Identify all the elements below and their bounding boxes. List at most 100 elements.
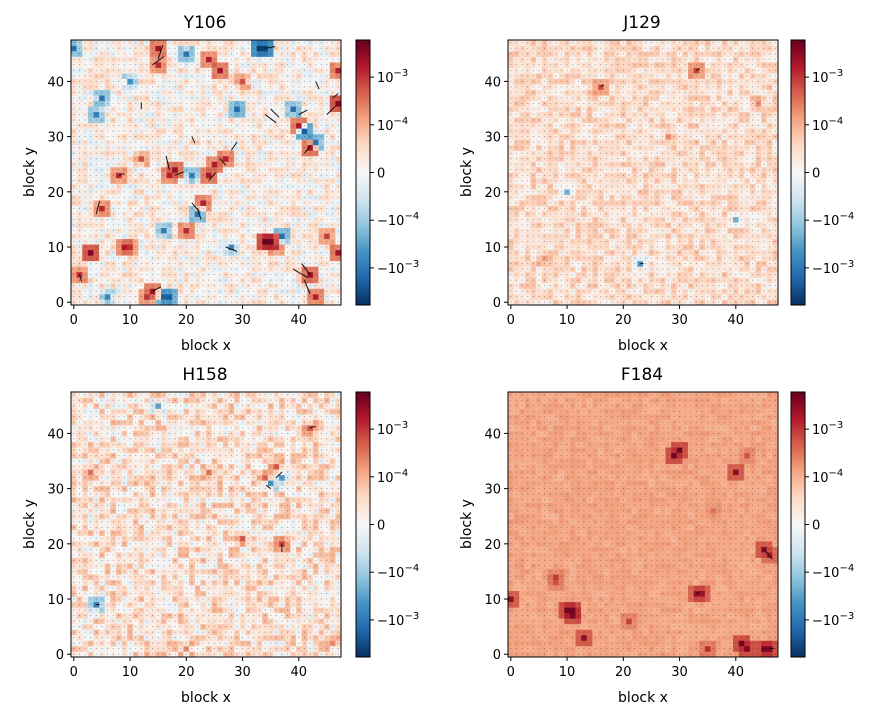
heat-cell [716,183,723,190]
heat-cell [211,122,218,129]
heat-cell [614,222,621,229]
heat-cell [256,73,263,79]
heat-cell [688,299,694,306]
heat-cell [116,189,122,195]
heat-cell [138,111,145,118]
heat-cell [335,260,342,267]
heat-cell [200,205,207,212]
heat-cell [586,227,593,234]
heat-cell [76,277,83,284]
heat-cell [93,128,100,135]
heat-cell [262,117,269,124]
heat-cell [194,95,201,102]
heat-cell [93,89,100,96]
heat-cell [761,183,768,190]
heat-cell [273,183,280,190]
heat-cell [161,95,167,102]
heat-cell [279,139,286,146]
heat-cell [648,238,655,245]
heat-cell [699,238,706,245]
heat-cell [296,227,302,234]
heat-cell [99,40,106,46]
heat-cell [682,244,689,251]
heat-cell [183,128,190,135]
heat-cell [87,100,94,107]
heat-cell [626,189,633,195]
heat-cell [688,227,694,234]
heat-cell [626,260,633,267]
heat-cell [194,282,201,289]
heat-cell [144,282,151,289]
heat-cell [671,227,678,234]
heat-cell [110,299,117,306]
heat-cell [335,51,342,57]
heat-cell [172,299,179,306]
heat-cell [524,282,531,289]
heat-cell [296,139,302,146]
heat-cell [648,189,655,195]
heat-cell [211,178,218,184]
heat-cell [620,293,627,300]
heat-cell [513,194,520,201]
heat-cell [693,189,700,195]
heat-cell [279,205,286,212]
heat-cell [284,172,291,179]
heat-cell [110,155,117,162]
heat-cell [138,161,145,168]
heat-cell [206,78,212,85]
heat-cell [772,249,779,256]
heat-cell [256,244,263,251]
heat-cell [631,205,638,212]
heat-cell [699,288,706,295]
heat-cell [194,172,201,179]
heat-cell [699,249,706,256]
heat-cell [273,260,280,267]
heat-cell [155,139,162,146]
heat-cell [273,78,280,85]
heat-cell [211,233,218,240]
heat-cell [222,144,229,151]
heat-cell [183,277,190,284]
heat-cell [553,205,559,212]
heat-cell [121,89,128,96]
heat-cell [307,150,314,157]
heat-cell [149,106,156,113]
heat-cell [279,238,286,245]
heat-cell [234,45,241,52]
heat-cell [519,178,526,184]
heat-cell [127,299,134,306]
heat-cell [592,299,599,306]
heat-cell [267,139,274,146]
heat-cell [620,249,627,256]
heat-cell [138,133,145,140]
heat-cell [99,172,106,179]
heat-cell [547,249,554,256]
heat-cell [329,89,336,96]
heat-cell [104,150,111,157]
heat-cell [626,222,633,229]
heat-cell [82,216,89,223]
heat-cell [161,117,167,124]
heat-cell [710,233,717,240]
heat-cell [749,227,756,234]
heat-cell [245,211,252,217]
heat-cell [524,233,531,240]
heat-cell [508,282,514,289]
heat-cell [189,299,196,306]
heat-cell [211,73,218,79]
heat-cell [693,282,700,289]
heat-cell [284,84,291,90]
heat-cell [194,40,201,46]
heat-cell [648,200,655,206]
heat-cell [727,299,734,306]
heat-cell [132,277,139,284]
heat-cell [530,277,537,284]
heat-cell [194,260,201,267]
heat-cell [569,249,576,256]
heat-cell [211,155,218,162]
heat-cell [217,293,224,300]
heat-cell [693,216,700,223]
heat-cell [749,238,756,245]
heat-cell [508,233,514,240]
heat-cell [569,211,576,217]
